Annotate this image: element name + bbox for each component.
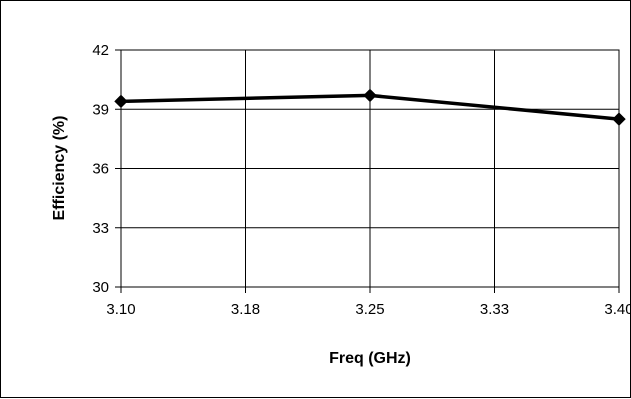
x-tick-label: 3.40 — [604, 301, 631, 318]
y-tick-label: 36 — [92, 161, 109, 178]
data-point — [114, 94, 128, 109]
x-tick-label: 3.25 — [355, 301, 384, 318]
data-point — [612, 112, 626, 126]
data-point — [363, 88, 377, 103]
y-tick-labels: 30 33 36 39 42 — [92, 42, 109, 296]
series-group — [114, 88, 626, 126]
y-tick-label: 30 — [92, 279, 109, 296]
x-tick-label: 3.18 — [231, 301, 260, 318]
y-tick-label: 39 — [92, 101, 109, 118]
y-tick-label: 33 — [92, 220, 109, 237]
x-tick-label: 3.33 — [480, 301, 509, 318]
x-tick-label: 3.10 — [106, 301, 135, 318]
x-tick-labels: 3.10 3.18 3.25 3.33 3.40 — [106, 301, 631, 318]
y-axis-title: Efficiency (%) — [51, 116, 68, 221]
y-tick-label: 42 — [92, 42, 109, 59]
grid-lines — [115, 49, 620, 293]
x-axis-title: Freq (GHz) — [329, 350, 411, 367]
